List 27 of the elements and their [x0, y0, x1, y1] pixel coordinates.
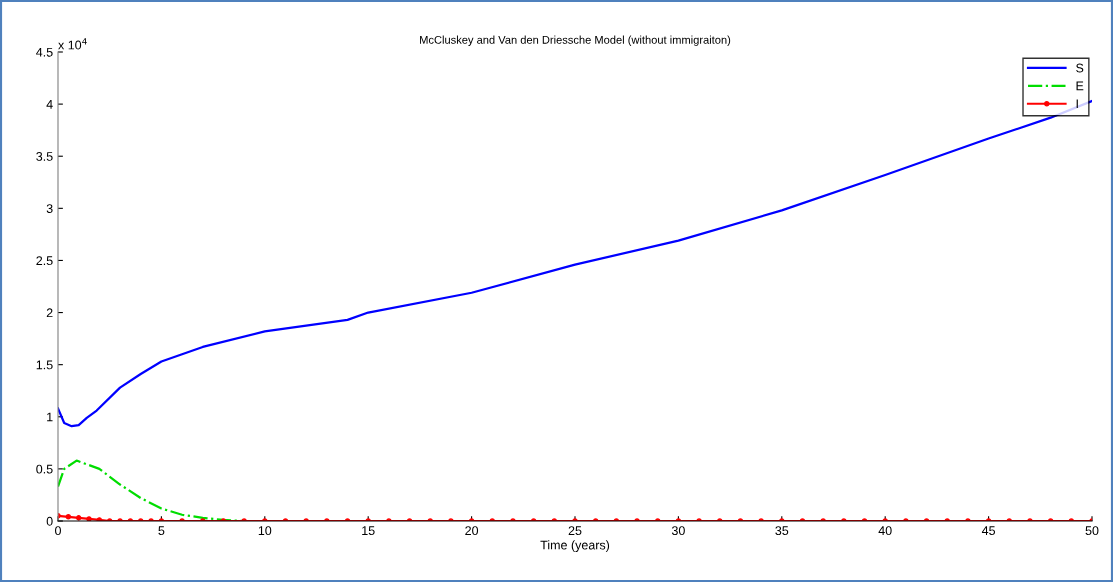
legend-label: E — [1076, 81, 1084, 91]
x-tick-label: 40 — [878, 526, 892, 536]
y-tick-label: 0.5 — [36, 464, 53, 474]
y-tick-label: 4 — [46, 100, 53, 109]
y-tick-label: 0 — [46, 516, 53, 526]
x-tick-label: 5 — [158, 526, 165, 536]
x-tick-label: 10 — [258, 526, 272, 536]
y-tick-label: 3 — [46, 204, 53, 213]
x-tick-label: 20 — [465, 526, 479, 536]
y-tick-label: 2.5 — [36, 256, 53, 266]
legend-label: S — [1076, 63, 1084, 73]
x-tick-label: 30 — [671, 526, 685, 536]
y-tick-label: 2 — [46, 308, 53, 318]
x-tick-label: 15 — [362, 526, 375, 536]
text: x 10$^{4}$ — [58, 38, 87, 50]
y-tick-label: 1 — [47, 412, 53, 422]
x-axis-title: Time (years) — [540, 540, 610, 552]
y-tick-label: 1.5 — [36, 360, 53, 370]
x-tick-label: 35 — [775, 526, 789, 536]
chart-title: McCluskey and Van den Driessche Model (without immigraiton) — [420, 35, 731, 46]
legend-label: I — [1076, 99, 1078, 109]
x-tick-label: 0 — [55, 526, 61, 536]
y-tick-label: 3.5 — [36, 152, 53, 161]
x-tick-label: 50 — [1085, 526, 1099, 536]
y-tick-label: 4.5 — [36, 47, 53, 57]
x-tick-label: 45 — [981, 526, 996, 536]
x-tick-label: 25 — [568, 526, 582, 536]
